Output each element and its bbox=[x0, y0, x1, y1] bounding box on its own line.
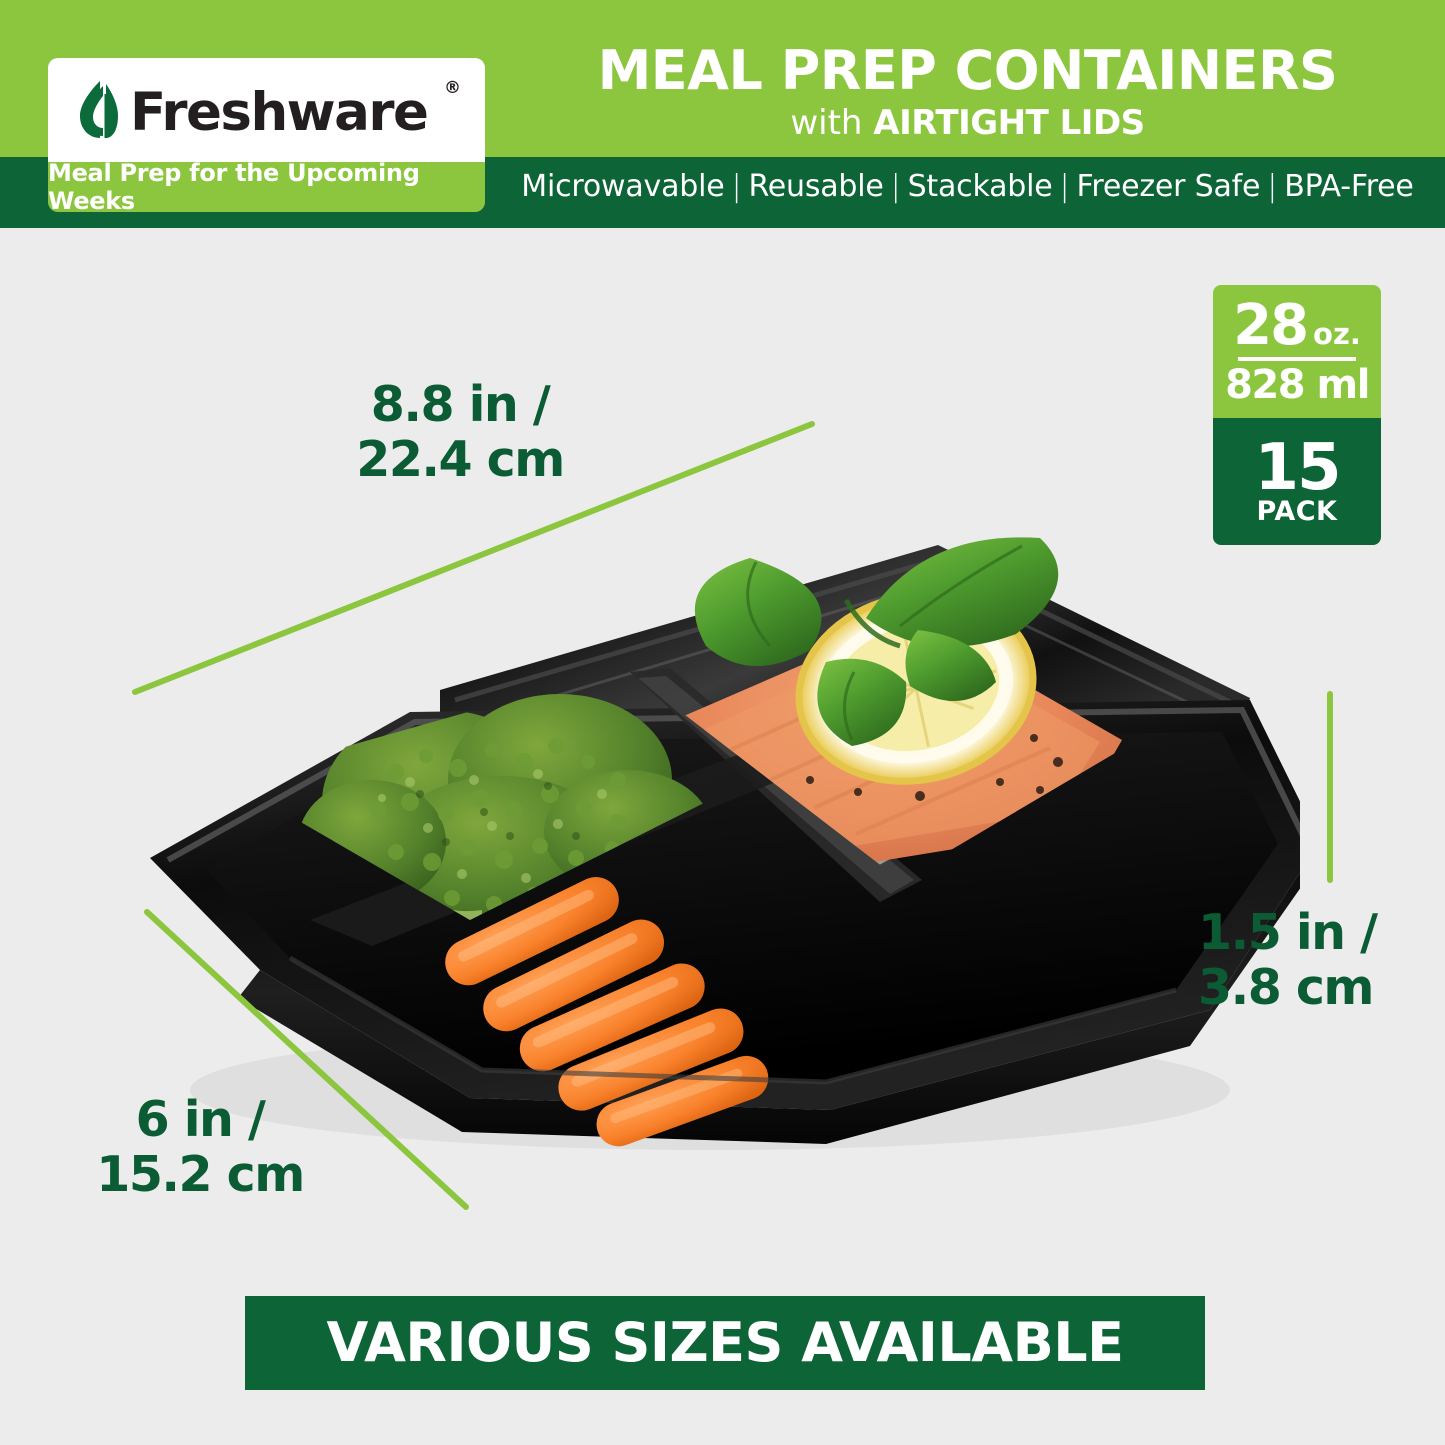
feature-item: Freezer Safe bbox=[1076, 169, 1261, 204]
dimension-line: 8.8 in / bbox=[370, 376, 551, 433]
feature-list: Microwavable | Reusable | Stackable | Freezer … bbox=[490, 172, 1445, 202]
dimension-line: 3.8 cm bbox=[1198, 958, 1374, 1016]
bottom-banner: VARIOUS SIZES AVAILABLE bbox=[245, 1296, 1205, 1390]
dimension-line: 15.2 cm bbox=[96, 1145, 305, 1203]
badge-divider bbox=[1238, 357, 1356, 361]
badge-pack-count: 15 bbox=[1254, 430, 1341, 505]
product-subtitle-prefix: with bbox=[790, 103, 874, 143]
badge-volume-unit: oz. bbox=[1313, 317, 1361, 351]
brand-wordmark: Freshware bbox=[130, 81, 429, 143]
feature-separator: | bbox=[890, 169, 901, 204]
brand-tagline: Meal Prep for the Upcoming Weeks bbox=[48, 159, 485, 215]
badge-volume-metric: 828 ml bbox=[1225, 362, 1370, 408]
dimension-line: 6 in / bbox=[135, 1091, 266, 1148]
product-subtitle: with AIRTIGHT LIDS bbox=[490, 106, 1445, 140]
size-pack-badge: 28 oz. 828 ml 15 PACK bbox=[1213, 285, 1381, 545]
dimension-label-height: 1.5 in /3.8 cm bbox=[1198, 904, 1445, 1016]
leaf-droplet-icon bbox=[70, 78, 122, 142]
product-title: MEAL PREP CONTAINERS bbox=[597, 39, 1338, 102]
badge-pack-section: 15 PACK bbox=[1213, 418, 1381, 545]
product-photo bbox=[110, 450, 1320, 1170]
feature-item: Reusable bbox=[748, 169, 884, 204]
registered-trademark-icon: ® bbox=[444, 78, 461, 98]
dimension-line: 22.4 cm bbox=[356, 430, 565, 488]
dimension-label-width: 8.8 in /22.4 cm bbox=[300, 376, 620, 488]
feature-item: Microwavable bbox=[521, 169, 725, 204]
feature-item: Stackable bbox=[907, 169, 1053, 204]
dimension-label-depth: 6 in /15.2 cm bbox=[60, 1091, 340, 1203]
feature-separator: | bbox=[1059, 169, 1070, 204]
feature-separator: | bbox=[731, 169, 742, 204]
header-banner: Freshware ® Meal Prep for the Upcoming W… bbox=[0, 0, 1445, 228]
bottom-banner-text: VARIOUS SIZES AVAILABLE bbox=[326, 1311, 1124, 1374]
feature-separator: | bbox=[1267, 169, 1278, 204]
badge-pack-label: PACK bbox=[1256, 496, 1338, 528]
logo-card: Freshware ® bbox=[48, 58, 485, 162]
badge-volume-section: 28 oz. 828 ml bbox=[1213, 285, 1381, 418]
badge-volume-imperial: 28 oz. bbox=[1233, 298, 1361, 354]
feature-item: BPA-Free bbox=[1284, 169, 1414, 204]
dimension-line: 1.5 in / bbox=[1198, 904, 1378, 961]
product-subtitle-strong: AIRTIGHT LIDS bbox=[873, 103, 1145, 143]
brand-logo-block: Freshware ® Meal Prep for the Upcoming W… bbox=[48, 58, 485, 215]
badge-volume-number: 28 bbox=[1233, 293, 1309, 358]
